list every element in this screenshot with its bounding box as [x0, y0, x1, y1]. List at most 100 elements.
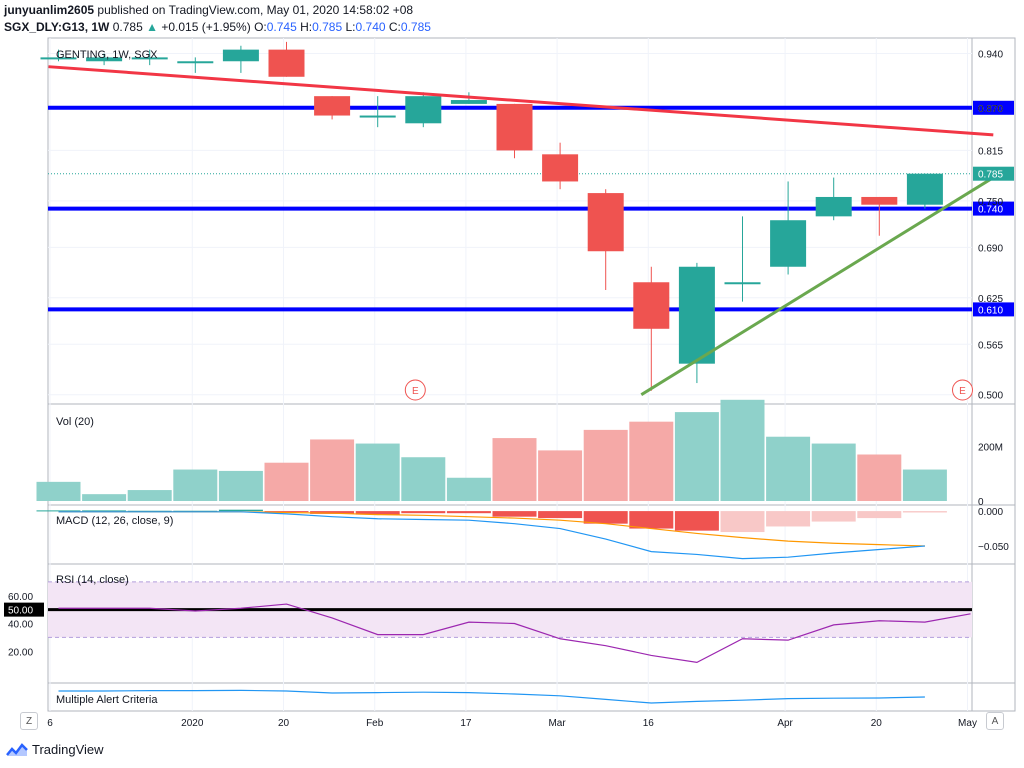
volume-bar	[492, 438, 537, 501]
candle-body	[724, 282, 761, 285]
macd-histogram-bar	[82, 510, 127, 512]
macd-histogram-bar	[857, 511, 902, 519]
macd-histogram-bar	[538, 511, 583, 519]
volume-tick-label: 0	[978, 497, 984, 508]
macd-line	[58, 511, 925, 560]
x-tick-label: Feb	[366, 718, 384, 729]
rsi-title: RSI (14, close)	[56, 574, 129, 586]
x-tick-label: 20	[278, 718, 290, 729]
chart-title: GENTING, 1W, SGX	[56, 49, 158, 61]
macd-title: MACD (12, 26, close, 9)	[56, 515, 173, 527]
high-value: 0.785	[312, 20, 343, 34]
candle-body	[405, 96, 442, 124]
macd-histogram-bar	[446, 511, 491, 514]
level-tag	[973, 201, 1014, 216]
pane-titles: GENTING, 1W, SGX Vol (20) MACD (12, 26, …	[56, 49, 173, 706]
volume-bar	[902, 469, 947, 501]
x-tick-label: Mar	[548, 718, 566, 729]
auto-scale-button[interactable]: A	[986, 712, 1004, 730]
volume-bar	[173, 469, 218, 501]
macd-histogram-bar	[355, 511, 400, 515]
macd-histogram-bar	[310, 511, 355, 514]
publish-info: published on TradingView.com, May 01, 20…	[97, 3, 414, 17]
volume-bar	[355, 443, 400, 501]
volume-bar	[538, 450, 583, 501]
alert-title: Multiple Alert Criteria	[56, 694, 158, 706]
change-arrow-icon: ▲	[146, 20, 158, 34]
candle-body	[542, 154, 579, 182]
candle-body	[496, 103, 533, 151]
macd-histogram-bar	[629, 511, 674, 529]
earnings-marker	[952, 379, 973, 401]
candle-body	[906, 173, 943, 205]
macd-histogram-bar	[720, 511, 765, 533]
ohlc-line: SGX_DLY:G13, 1W 0.785 ▲ +0.015 (+1.95%) …	[4, 20, 431, 34]
candle-body	[86, 57, 123, 62]
last-price-tag	[973, 166, 1014, 181]
candle-body	[314, 96, 351, 116]
tradingview-footer[interactable]: TradingView	[6, 742, 104, 757]
level-tag	[973, 302, 1014, 317]
price-tick-label: 0.870	[978, 104, 1003, 115]
price-tick-label: 0.690	[978, 243, 1003, 254]
volume-bar	[264, 462, 309, 501]
macd-histogram-bar	[766, 511, 811, 527]
volume-bar	[82, 494, 127, 501]
earnings-marker-label: E	[412, 386, 419, 397]
x-tick-label: 2020	[181, 718, 204, 729]
high-label: H:	[300, 20, 313, 34]
macd-tick-label: 0.000	[978, 507, 1003, 518]
publish-line: junyuanlim2605 published on TradingView.…	[4, 3, 413, 17]
tradingview-brand: TradingView	[32, 742, 104, 757]
candle-body	[815, 196, 852, 217]
volume-bar	[310, 439, 355, 501]
trendline-resistance	[48, 65, 994, 137]
x-tick-label: 20	[871, 718, 883, 729]
macd-tick-label: −0.050	[978, 542, 1009, 553]
alert-pane	[58, 689, 925, 704]
candle-body	[222, 49, 259, 62]
candle-body	[359, 115, 396, 118]
rsi-tick-label: 60.00	[8, 592, 33, 603]
candle-body	[268, 49, 305, 77]
earnings-marker	[404, 379, 426, 401]
price-tick-label: 0.565	[978, 340, 1003, 351]
rsi-current-tag	[4, 602, 44, 617]
earnings-marker-label: E	[959, 386, 966, 397]
volume-bar	[629, 421, 674, 501]
candle-body	[450, 100, 487, 104]
volume-bar	[857, 454, 902, 501]
rsi-tick-label: 20.00	[8, 647, 33, 658]
macd-histogram-bar	[218, 509, 263, 512]
macd-histogram-bar	[583, 511, 628, 524]
low-label: L:	[345, 20, 356, 34]
volume-bar	[766, 436, 811, 501]
publisher-name[interactable]: junyuanlim2605	[4, 3, 95, 17]
x-tick-label: 17	[460, 718, 472, 729]
rsi-current-label: 50.00	[8, 606, 33, 617]
candle-body	[678, 266, 715, 364]
candle-body	[131, 57, 168, 60]
candle-body	[861, 196, 898, 205]
open-label: O:	[254, 20, 267, 34]
price-tick-label: 0.940	[978, 50, 1003, 61]
rsi-line	[58, 603, 971, 663]
x-tick-label: May	[958, 718, 977, 729]
volume-bar	[401, 457, 446, 501]
macd-histogram-bar	[36, 510, 81, 512]
plot-border	[47, 37, 1016, 712]
zoom-button[interactable]: Z	[20, 712, 38, 730]
candle-body	[587, 193, 624, 252]
level-tag-label: 0.740	[978, 205, 1003, 216]
rsi-pane: 50.00	[4, 581, 972, 663]
macd-pane	[36, 509, 947, 560]
price-tick-label: 0.815	[978, 146, 1003, 157]
candle-body	[177, 61, 214, 64]
last-price: 0.785	[112, 20, 143, 34]
macd-histogram-bar	[674, 511, 719, 531]
x-tick-label: 6	[47, 718, 53, 729]
last-price-tag-label: 0.785	[978, 170, 1003, 181]
volume-bar	[811, 443, 856, 501]
alert-criteria-line	[58, 689, 925, 704]
